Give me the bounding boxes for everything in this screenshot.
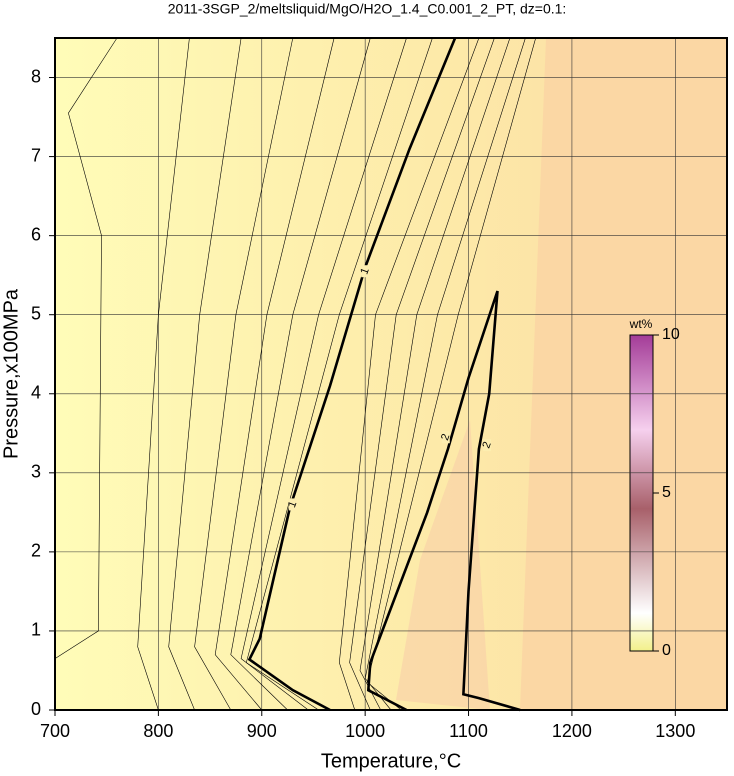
- contour-line: [338, 37, 480, 711]
- plot-frame: [54, 37, 728, 711]
- x-tick-label: 1200: [552, 721, 592, 741]
- y-tick-label: 3: [31, 462, 41, 482]
- chart-title: 2011-3SGP_2/meltsliquid/MgO/H2O_1.4_C0.0…: [168, 1, 567, 17]
- contour-label-bg: [361, 265, 370, 278]
- contour-label: 1: [358, 266, 371, 276]
- contour-line: [54, 37, 118, 659]
- contour-line: [366, 37, 536, 711]
- contour-line: [168, 37, 242, 711]
- contour-label: 2: [480, 440, 493, 450]
- contour-line: [194, 37, 294, 711]
- colorbar-label: wt%: [629, 317, 653, 331]
- y-tick-label: 1: [31, 620, 41, 640]
- contour-line: [137, 37, 190, 711]
- y-tick-label: 7: [31, 145, 41, 165]
- x-tick-label: 1300: [655, 721, 695, 741]
- colorbar-tick-label: 0: [662, 642, 671, 659]
- contour-line: [230, 37, 371, 711]
- contour-label-bg: [441, 431, 450, 444]
- y-tick-label: 8: [31, 66, 41, 86]
- contour-line: [366, 290, 521, 712]
- contour-line: [349, 37, 495, 711]
- y-tick-label: 6: [31, 224, 41, 244]
- contour-label: 2: [439, 432, 452, 442]
- y-axis-label: Pressure,x100MPa: [0, 288, 22, 459]
- x-tick-label: 1100: [449, 721, 488, 741]
- colorbar-tick-label: 10: [662, 326, 680, 343]
- contour-label-bg: [288, 498, 297, 511]
- x-axis-label: Temperature,°C: [321, 750, 461, 772]
- y-tick-label: 2: [31, 541, 41, 561]
- region-fill: [520, 38, 727, 710]
- x-tick-label: 1000: [345, 721, 385, 741]
- contour-label: 1: [286, 499, 299, 509]
- x-tick-label: 800: [143, 721, 173, 741]
- x-tick-label: 700: [40, 721, 70, 741]
- y-tick-label: 5: [31, 303, 41, 323]
- contour-line: [240, 37, 407, 711]
- colorbar-tick-label: 5: [662, 484, 671, 501]
- colorbar: [629, 334, 654, 652]
- contour-label-bg: [483, 439, 492, 452]
- contour-line: [245, 37, 433, 711]
- contour-line: [214, 37, 335, 711]
- y-tick-label: 0: [31, 699, 41, 719]
- x-tick-label: 900: [247, 721, 277, 741]
- y-tick-label: 4: [31, 383, 41, 403]
